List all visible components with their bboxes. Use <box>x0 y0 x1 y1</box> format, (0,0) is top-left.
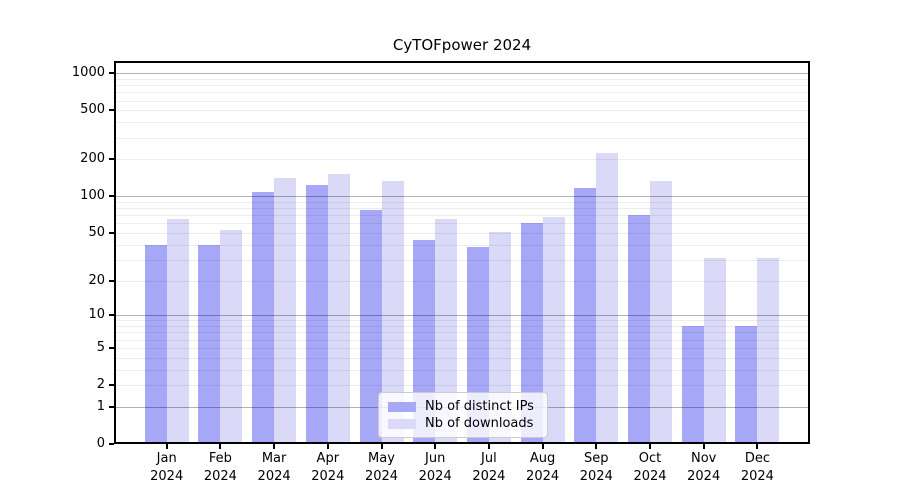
bar-distinct-ips <box>144 244 167 444</box>
bar-downloads <box>650 180 672 444</box>
bar-downloads <box>757 258 780 444</box>
x-axis-tick <box>219 444 222 449</box>
bar-downloads <box>274 178 297 444</box>
y-axis-tick <box>109 314 114 317</box>
bar-downloads <box>435 219 458 444</box>
x-axis-tick-label: Nov 2024 <box>677 450 731 486</box>
bar-downloads <box>542 216 565 444</box>
y-axis-tick <box>109 72 114 75</box>
bar-downloads <box>327 174 350 444</box>
legend-label-distinct-ips: Nb of distinct IPs <box>425 399 534 414</box>
y-axis-tick-label: 5 <box>96 339 105 355</box>
bar-downloads <box>381 181 404 444</box>
bar-distinct-ips <box>628 215 650 444</box>
x-axis-tick <box>434 444 437 449</box>
bar-distinct-ips <box>198 244 221 444</box>
bar-downloads <box>596 153 619 444</box>
x-axis-tick-label: Apr 2024 <box>301 450 355 486</box>
y-axis-tick <box>109 109 114 112</box>
legend-swatch-downloads <box>388 418 416 429</box>
x-axis-tick-year: 2024 <box>311 469 345 484</box>
x-axis-tick-label: Jan 2024 <box>140 450 194 486</box>
bar-distinct-ips <box>305 184 328 444</box>
y-axis-tick-label: 2 <box>96 377 105 393</box>
y-axis-tick <box>109 405 114 408</box>
bar-distinct-ips <box>735 326 758 444</box>
legend: Nb of distinct IPs Nb of downloads <box>378 392 548 438</box>
x-axis-tick <box>756 444 759 449</box>
y-axis-tick <box>109 232 114 235</box>
y-axis-tick-label: 200 <box>80 151 105 167</box>
bar-downloads <box>220 229 243 444</box>
y-axis-tick-label: 500 <box>80 102 105 118</box>
x-axis-tick <box>702 444 705 449</box>
y-axis-tick-label: 50 <box>88 225 105 241</box>
x-axis-tick-label: Jun 2024 <box>408 450 462 486</box>
x-axis-tick <box>595 444 598 449</box>
y-axis-tick <box>109 346 114 349</box>
bar-distinct-ips <box>252 192 275 444</box>
legend-swatch-distinct-ips <box>388 401 416 412</box>
x-axis-tick-year: 2024 <box>418 469 452 484</box>
bar-distinct-ips <box>520 222 543 444</box>
x-axis-tick-label: Mar 2024 <box>247 450 301 486</box>
plot-bars-layer <box>114 61 810 444</box>
y-axis-tick-label: 20 <box>88 272 105 288</box>
y-axis-tick-label: 10 <box>88 307 105 323</box>
x-axis-tick <box>649 444 651 449</box>
x-axis-tick-label: Feb 2024 <box>193 450 247 486</box>
bar-downloads <box>703 258 726 444</box>
legend-entry-distinct-ips: Nb of distinct IPs <box>388 398 538 415</box>
x-axis-tick-year: 2024 <box>579 469 613 484</box>
x-axis-tick-year: 2024 <box>740 469 774 484</box>
y-axis-tick-label: 1 <box>96 398 105 414</box>
x-axis-tick <box>165 444 168 449</box>
bar-downloads <box>166 219 189 444</box>
x-axis-tick <box>541 444 544 449</box>
bar-distinct-ips <box>681 326 704 444</box>
x-axis-tick <box>487 444 490 449</box>
bar-distinct-ips <box>359 210 382 444</box>
x-axis-tick-year: 2024 <box>364 469 399 484</box>
y-axis-tick-label: 100 <box>80 188 105 204</box>
bar-distinct-ips <box>574 187 597 444</box>
x-axis-tick-year: 2024 <box>203 469 237 484</box>
x-axis-tick-year: 2024 <box>472 469 506 484</box>
x-axis-tick-year: 2024 <box>526 469 560 484</box>
chart-title: CyTOFpower 2024 <box>392 36 532 54</box>
y-axis-tick-label: 0 <box>96 436 105 451</box>
legend-label-downloads: Nb of downloads <box>425 416 534 431</box>
x-axis-tick-label: May 2024 <box>355 450 409 486</box>
y-axis-tick <box>109 384 114 387</box>
x-axis-tick-label: Jul 2024 <box>462 450 516 486</box>
y-axis-tick <box>109 443 114 445</box>
x-axis-tick-label: Oct 2024 <box>623 450 677 486</box>
x-axis-tick-label: Aug 2024 <box>516 450 570 486</box>
x-axis-tick <box>326 444 329 449</box>
x-axis-tick <box>380 444 383 449</box>
legend-entry-downloads: Nb of downloads <box>388 415 538 432</box>
y-axis-tick <box>109 195 114 198</box>
x-axis-tick <box>273 444 276 449</box>
x-axis-tick-year: 2024 <box>687 469 721 484</box>
y-axis-tick <box>109 158 114 161</box>
x-axis-tick-year: 2024 <box>150 469 184 484</box>
x-axis-tick-year: 2024 <box>633 469 667 484</box>
bar-downloads <box>488 231 511 444</box>
x-axis-tick-label: Dec 2024 <box>730 450 784 486</box>
y-axis-tick <box>109 279 114 282</box>
x-axis-tick-year: 2024 <box>257 469 291 484</box>
x-axis-tick-label: Sep 2024 <box>569 450 623 486</box>
y-axis-tick-label: 1000 <box>71 65 105 81</box>
